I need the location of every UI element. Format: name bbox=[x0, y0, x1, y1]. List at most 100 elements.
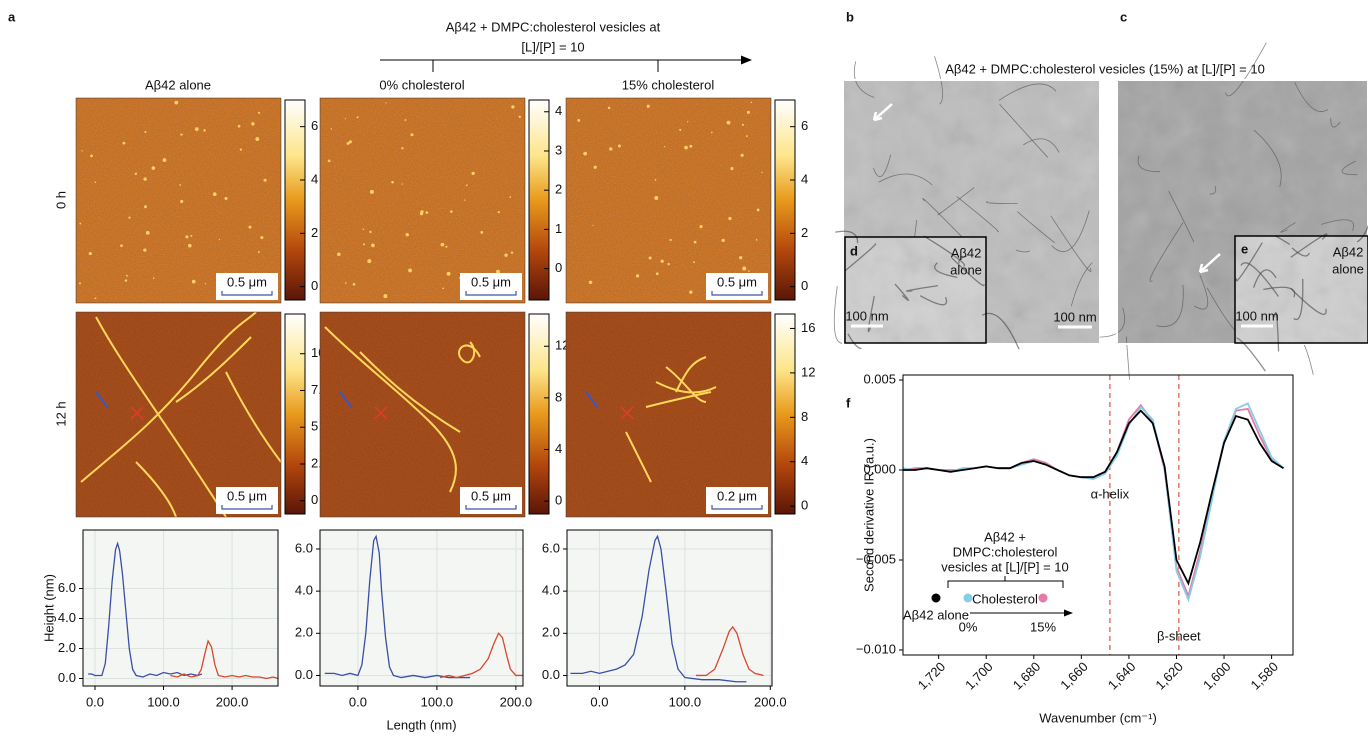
colorbar-tick-label: 0 bbox=[801, 498, 808, 513]
colorbar bbox=[284, 313, 306, 515]
colorbar bbox=[528, 99, 550, 301]
tem-fibril bbox=[1225, 42, 1267, 97]
afm-speckle bbox=[408, 268, 413, 273]
inset-label: Aβ42 bbox=[951, 245, 982, 260]
afm-speckle bbox=[646, 104, 650, 108]
y-tick-label: 2.0 bbox=[542, 625, 560, 640]
afm-speckle bbox=[693, 240, 697, 244]
afm-speckle bbox=[356, 116, 359, 119]
tem-fibril bbox=[956, 196, 999, 233]
legend-marker bbox=[963, 593, 973, 603]
afm-speckle bbox=[174, 100, 179, 105]
afm-speckle bbox=[419, 212, 424, 216]
panel-label: e bbox=[1241, 241, 1248, 256]
afm-speckle bbox=[212, 192, 217, 197]
plot-frame bbox=[82, 529, 279, 687]
afm-speckle bbox=[689, 290, 693, 294]
y-tick-label: 0.0 bbox=[542, 667, 560, 682]
inset-fibril bbox=[1356, 224, 1368, 243]
legend-marker bbox=[931, 593, 941, 603]
afm-speckle bbox=[88, 251, 92, 256]
x-tick-label: 1,700 bbox=[962, 659, 996, 693]
afm-fibril bbox=[175, 336, 252, 403]
scale-bar-label: 0.5 μm bbox=[717, 274, 757, 289]
afm-speckle bbox=[391, 180, 394, 184]
afm-speckle bbox=[122, 141, 126, 145]
series-line bbox=[170, 639, 278, 680]
afm-speckle bbox=[750, 101, 753, 104]
scale-bar-label: 0.5 μm bbox=[471, 488, 511, 503]
afm-speckle bbox=[257, 111, 261, 114]
y-tick-label: 6.0 bbox=[295, 540, 313, 555]
colorbar bbox=[284, 99, 306, 301]
y-tick-label: 0.005 bbox=[863, 371, 896, 386]
colorbar-tick-label: 0 bbox=[555, 260, 562, 275]
afm-speckle bbox=[204, 283, 207, 285]
tem-fibril bbox=[1050, 215, 1092, 272]
afm-speckle bbox=[151, 166, 156, 170]
inset-fibril bbox=[894, 283, 910, 302]
afm-speckle bbox=[383, 294, 388, 299]
tem-fibril bbox=[1051, 210, 1090, 252]
afm-speckle bbox=[583, 151, 588, 156]
x-tick-label: 1,580 bbox=[1248, 659, 1282, 693]
afm-speckle bbox=[664, 145, 666, 148]
afm-speckle bbox=[162, 158, 167, 163]
afm-speckle bbox=[635, 274, 640, 278]
colorbar-tick-label: 16 bbox=[801, 320, 815, 335]
afm-speckle bbox=[257, 250, 260, 253]
afm-speckle bbox=[401, 147, 404, 150]
afm-speckle bbox=[756, 208, 760, 212]
afm-speckle bbox=[218, 238, 221, 241]
afm-speckle bbox=[504, 253, 508, 257]
afm-speckle bbox=[191, 279, 196, 284]
inset-fibril bbox=[1293, 278, 1304, 321]
x-tick-label: 200.0 bbox=[754, 694, 787, 709]
tem-fibril bbox=[873, 154, 892, 178]
afm-speckle bbox=[728, 216, 732, 221]
x-axis-label: Length (nm) bbox=[386, 717, 456, 732]
colorbar-tick-label: 12 bbox=[801, 364, 815, 379]
scale-bar bbox=[711, 291, 763, 296]
afm-speckle bbox=[741, 123, 744, 126]
afm-speckle bbox=[669, 238, 672, 242]
inset-fibril bbox=[847, 333, 862, 349]
afm-speckle bbox=[94, 181, 97, 183]
afm-speckle bbox=[746, 110, 750, 114]
afm-fibril bbox=[135, 461, 177, 518]
y-tick-label: 0.0 bbox=[295, 667, 313, 682]
afm-speckle bbox=[237, 124, 241, 128]
afm-speckle bbox=[263, 178, 267, 182]
row-label: 12 h bbox=[53, 401, 68, 426]
afm-speckle bbox=[344, 118, 346, 120]
x-tick-label: 1,600 bbox=[1200, 659, 1234, 693]
afm-speckle bbox=[405, 233, 409, 237]
afm-speckle bbox=[79, 282, 82, 285]
afm-speckle bbox=[187, 243, 192, 248]
afm-speckle bbox=[144, 131, 147, 134]
y-tick-label: 4.0 bbox=[58, 610, 76, 625]
afm-speckle bbox=[367, 259, 372, 264]
white-arrow bbox=[1198, 253, 1221, 274]
afm-speckle bbox=[81, 150, 83, 152]
tem-fibril bbox=[1149, 222, 1184, 282]
afm-speckle bbox=[330, 128, 333, 130]
afm-frame bbox=[319, 97, 526, 304]
y-tick-label: 6.0 bbox=[58, 580, 76, 595]
afm-speckle bbox=[440, 242, 445, 247]
afm-speckle bbox=[203, 129, 206, 132]
panel-label: b bbox=[846, 9, 854, 24]
scale-bar-label: 100 nm bbox=[845, 308, 888, 323]
tem-fibril bbox=[999, 104, 1049, 158]
legend-arrow-label: Cholesterol bbox=[972, 591, 1038, 606]
afm-speckle bbox=[194, 127, 199, 132]
afm-speckle bbox=[726, 120, 731, 125]
x-tick-label: 1,680 bbox=[1010, 659, 1044, 693]
afm-speckle bbox=[577, 118, 581, 122]
cross-red bbox=[620, 406, 634, 420]
afm-speckle bbox=[385, 102, 387, 104]
legend-label: Aβ42 alone bbox=[903, 607, 969, 622]
inset-fibril bbox=[1291, 247, 1310, 257]
afm-speckle bbox=[450, 210, 453, 213]
afm-speckle bbox=[445, 245, 448, 248]
